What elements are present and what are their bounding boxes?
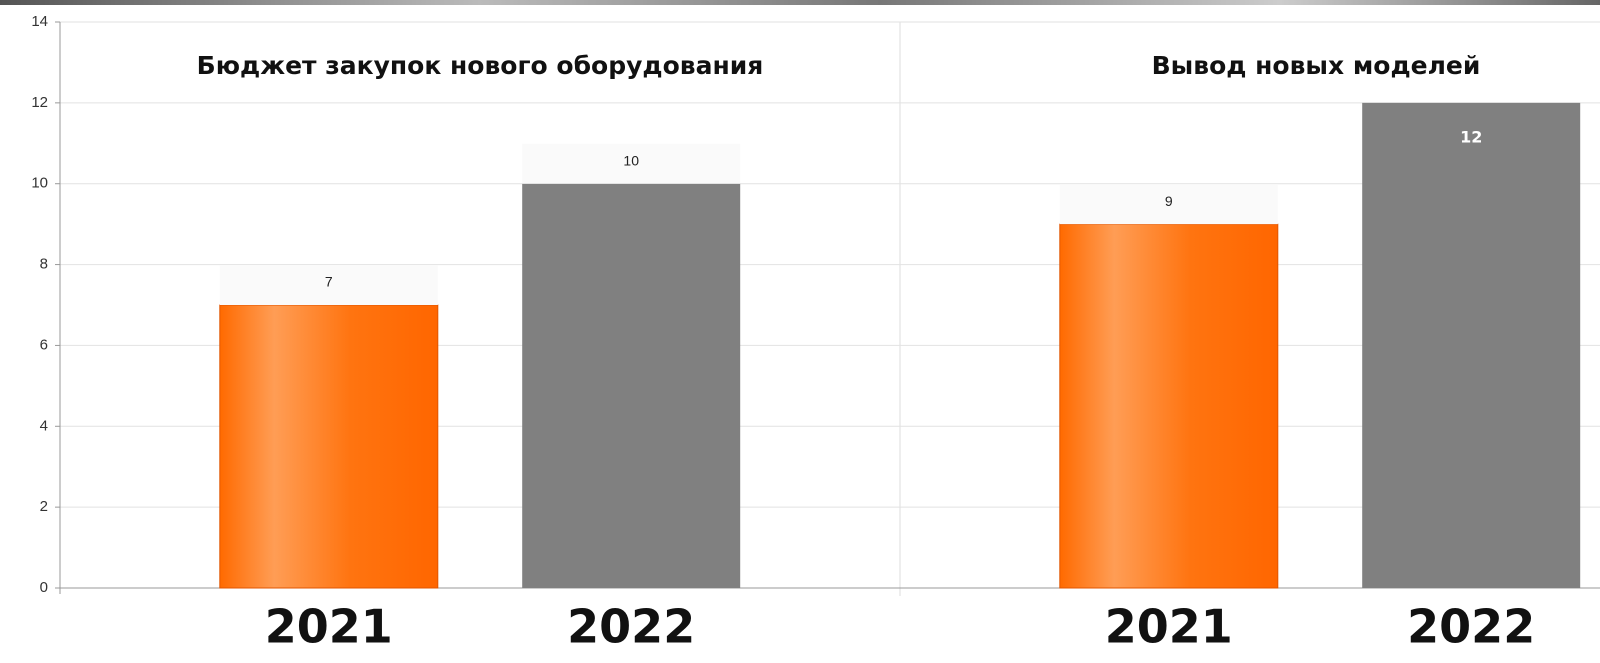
bar bbox=[1362, 103, 1580, 588]
y-tick-label: 4 bbox=[40, 417, 48, 434]
x-tick-label: 2022 bbox=[1407, 600, 1535, 654]
y-tick-label: 12 bbox=[31, 94, 48, 111]
x-tick-label: 2021 bbox=[1105, 600, 1233, 654]
y-tick-label: 8 bbox=[40, 256, 48, 273]
y-tick-label: 2 bbox=[40, 498, 48, 515]
value-label: 10 bbox=[623, 152, 639, 168]
value-label: 9 bbox=[1165, 193, 1173, 209]
x-tick-label: 2022 bbox=[567, 600, 695, 654]
bar bbox=[220, 305, 438, 588]
y-tick-label: 0 bbox=[40, 579, 48, 596]
y-tick-label: 14 bbox=[31, 13, 48, 30]
bar bbox=[522, 184, 740, 588]
y-tick-label: 10 bbox=[31, 175, 48, 192]
y-tick-label: 6 bbox=[40, 336, 48, 353]
value-label: 7 bbox=[325, 274, 333, 290]
value-label: 12 bbox=[1460, 127, 1482, 146]
page: {"chart_data": [ {"type": "bar", "title"… bbox=[0, 0, 1600, 663]
x-tick-label: 2021 bbox=[265, 600, 393, 654]
bar bbox=[1060, 224, 1278, 588]
chart: 0 2 4 6 8 10 12 14 Бюджет закупок нового оборудо… bbox=[0, 0, 1600, 663]
panel-title: Вывод новых моделей bbox=[1152, 51, 1481, 80]
photo-strip bbox=[0, 0, 1600, 5]
panel-title: Бюджет закупок нового оборудования bbox=[197, 51, 764, 80]
